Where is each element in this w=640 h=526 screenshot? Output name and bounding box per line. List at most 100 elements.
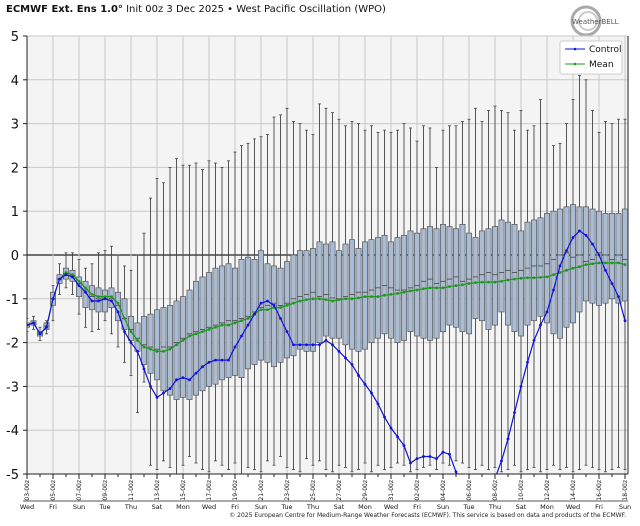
ensemble-box xyxy=(284,107,290,468)
index-name: West Pacific Oscillation (WPO) xyxy=(236,4,386,15)
ensemble-box xyxy=(401,123,407,466)
iqr-box xyxy=(245,256,251,370)
x-tick-label: 19-00z xyxy=(232,480,239,501)
chart-title: ECMWF Ext. Ens 1.0° Init 00z 3 Dec 2025 … xyxy=(6,4,386,15)
series-lines xyxy=(27,229,627,474)
control-point xyxy=(506,437,510,441)
ensemble-box xyxy=(147,197,154,466)
mean-point xyxy=(493,280,497,284)
ensemble-box xyxy=(433,166,440,471)
iqr-box xyxy=(518,230,524,337)
control-point xyxy=(194,371,198,375)
weekday-label: Thu xyxy=(488,503,501,511)
mean-point xyxy=(617,261,620,265)
iqr-box xyxy=(355,248,362,352)
ensemble-box xyxy=(531,125,537,468)
ensemble-box xyxy=(583,79,589,466)
control-point xyxy=(116,310,120,314)
x-tick-label: 14-00z xyxy=(570,480,577,501)
ensemble-box xyxy=(420,125,427,468)
control-point xyxy=(227,358,230,362)
mean-point xyxy=(136,339,139,342)
iqr-box xyxy=(583,206,589,302)
control-point xyxy=(90,299,94,303)
weekday-label: Mon xyxy=(540,503,554,511)
mean-point xyxy=(298,299,302,303)
x-tick-label: 03-00z xyxy=(24,480,31,501)
iqr-box xyxy=(563,206,570,328)
mean-point xyxy=(175,343,178,347)
mean-point xyxy=(565,268,568,272)
mean-point xyxy=(233,321,237,325)
mean-point xyxy=(500,279,503,283)
x-tick-label: 21-00z xyxy=(258,480,265,501)
mean-point xyxy=(532,276,536,280)
control-point xyxy=(240,334,243,338)
ensemble-box xyxy=(349,121,355,473)
y-tick-label: -1 xyxy=(6,293,19,308)
control-point xyxy=(51,297,55,301)
iqr-box xyxy=(147,313,154,374)
control-point xyxy=(324,339,328,342)
y-tick-label: -3 xyxy=(6,380,19,395)
control-point xyxy=(500,459,503,463)
ensemble-box xyxy=(316,103,323,462)
x-tick-label: 06-00z xyxy=(466,480,473,501)
iqr-box xyxy=(82,280,89,308)
mean-point xyxy=(71,273,74,277)
y-tick-label: -5 xyxy=(6,468,19,483)
ensemble-box xyxy=(219,166,225,466)
control-point xyxy=(428,455,432,458)
ensemble-box xyxy=(290,121,297,471)
mean-point xyxy=(363,295,367,299)
ensemble-box xyxy=(199,169,206,471)
control-point xyxy=(435,457,438,461)
ensemble-box xyxy=(342,125,349,468)
ensemble-box xyxy=(498,110,505,473)
control-point xyxy=(84,290,87,294)
x-tick-label: 08-00z xyxy=(492,480,499,501)
iqr-box xyxy=(271,265,277,368)
iqr-box xyxy=(154,309,160,381)
ensemble-box xyxy=(336,118,342,466)
iqr-box xyxy=(472,237,479,319)
x-tick-label: 04-00z xyxy=(440,480,447,501)
iqr-box xyxy=(336,250,342,339)
ensemble-box xyxy=(589,110,596,468)
ensemble-box xyxy=(485,110,492,471)
mean-point xyxy=(142,345,146,349)
y-tick-label: 1 xyxy=(11,205,19,220)
x-tick-label: 23-00z xyxy=(284,480,291,501)
ensemble-box xyxy=(173,158,180,474)
mean-point xyxy=(84,286,87,290)
control-point xyxy=(64,273,68,277)
mean-point xyxy=(350,297,354,301)
mean-point xyxy=(409,289,412,293)
control-point xyxy=(396,435,399,439)
control-point xyxy=(149,385,152,388)
iqr-box xyxy=(589,208,596,304)
x-tick-label: 07-00z xyxy=(76,480,83,501)
control-point xyxy=(591,242,594,246)
iqr-box xyxy=(446,226,453,326)
iqr-box xyxy=(453,228,459,328)
mean-point xyxy=(376,295,380,299)
iqr-box xyxy=(414,232,420,337)
control-point xyxy=(155,395,159,399)
legend-control-label: Control xyxy=(589,45,622,55)
mean-point xyxy=(220,323,224,327)
mean-point xyxy=(103,295,107,299)
x-tick-label: 31-00z xyxy=(388,480,395,501)
weekday-label: Sun xyxy=(437,503,449,511)
x-axis: 03-00z Wed 05-00z Fri 07-00z Sun 09-00z Tue 11-0… xyxy=(20,473,631,511)
y-tick-label: -2 xyxy=(6,337,19,352)
iqr-box xyxy=(407,230,414,333)
control-point xyxy=(188,378,191,382)
weekday-label: Fri xyxy=(231,503,239,511)
iqr-box xyxy=(505,221,511,326)
ensemble-box xyxy=(576,75,583,471)
iqr-box xyxy=(388,241,394,339)
mean-point xyxy=(506,278,510,282)
mean-point xyxy=(292,301,295,305)
ensemble-box xyxy=(472,107,479,471)
